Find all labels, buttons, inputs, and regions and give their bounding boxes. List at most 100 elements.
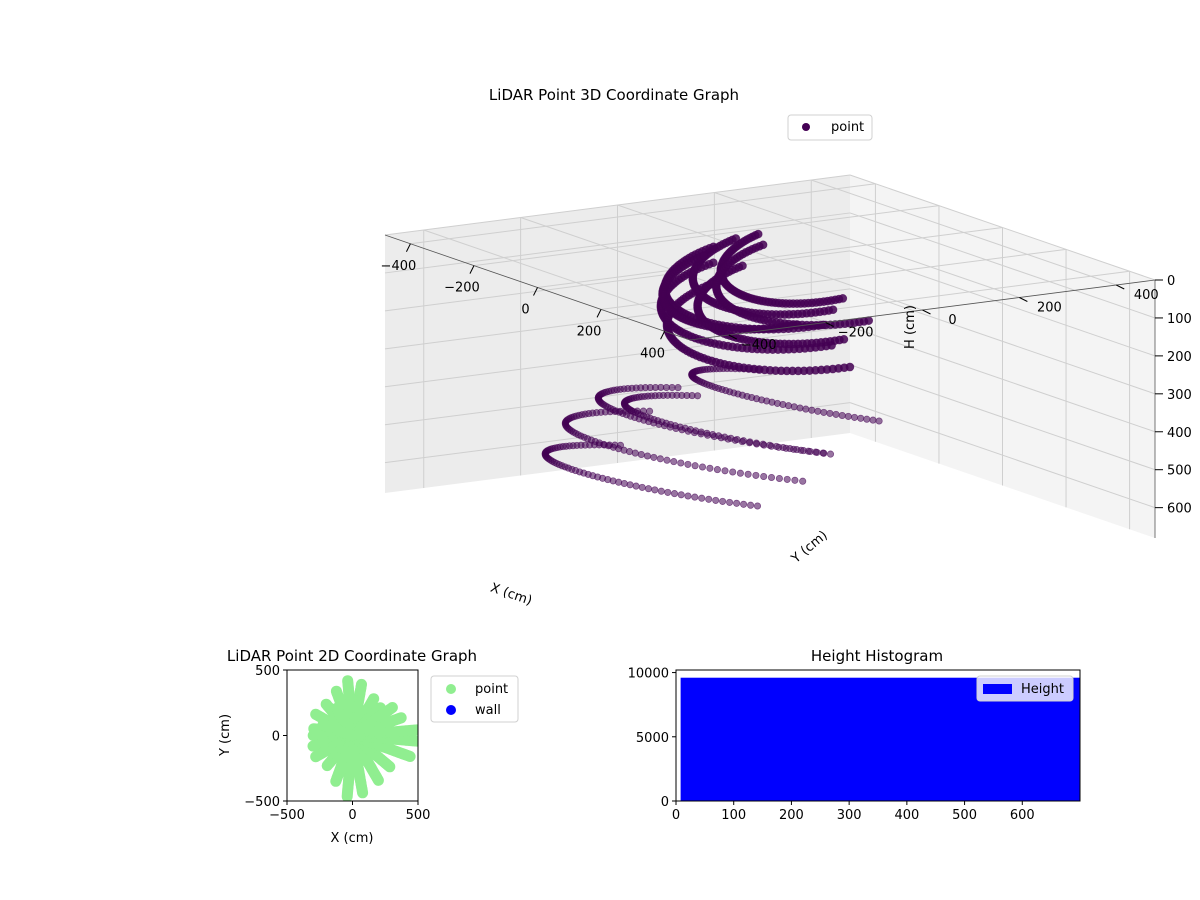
z-tick-label: 300 (1167, 388, 1192, 403)
point-marker (691, 462, 699, 470)
point-marker (697, 430, 705, 438)
grid-z-left (384, 364, 851, 426)
y-tick-label: 10000 (628, 667, 669, 682)
point-marker (620, 479, 628, 488)
point-marker (684, 492, 692, 500)
point-marker (670, 458, 678, 466)
point-marker (832, 410, 840, 418)
x-tick-label: 500 (952, 808, 977, 823)
histogram-frame (675, 669, 1081, 802)
point-marker (395, 712, 407, 724)
chart-2d-title: LiDAR Point 2D Coordinate Graph (227, 647, 477, 665)
x-tick (469, 265, 475, 274)
chart-3d: LiDAR Point 3D Coordinate Graph −400 −200… (381, 86, 1192, 609)
point-marker (644, 485, 653, 493)
point-marker (678, 426, 686, 434)
y-tick-label: 500 (255, 664, 280, 679)
point-marker (724, 435, 732, 443)
point-marker (668, 383, 676, 392)
point-marker (330, 775, 342, 787)
grid-z-back (849, 364, 1156, 471)
point-marker (704, 431, 712, 439)
histogram-ticks: 0 100 200 300 400 500 600 0 5000 10000 (628, 667, 1035, 823)
point-marker (760, 441, 768, 449)
histogram-title: Height Histogram (811, 647, 943, 665)
x-tick (596, 309, 602, 318)
chart-3d-axes: −400 −200 0 200 400 −400 −200 0 200 400 0 100 200 300… (381, 234, 1192, 538)
point-marker (691, 493, 699, 501)
chart-2d-legend: point wall (430, 675, 519, 723)
y-tick-label: 200 (1037, 301, 1062, 316)
y-tick-label: 0 (661, 795, 669, 810)
legend-label-wall: wall (475, 703, 501, 718)
point-marker (783, 475, 791, 483)
z-tick-label: 0 (1167, 274, 1175, 289)
point-marker (672, 424, 680, 433)
chart-3d-xlabel: X (cm) (488, 581, 534, 609)
point-marker (632, 482, 640, 490)
legend-label-height: Height (1021, 682, 1064, 697)
point-marker (819, 449, 827, 457)
point-marker (753, 229, 763, 239)
point-marker (850, 413, 859, 421)
point-marker (694, 392, 702, 400)
legend-marker-height (983, 684, 1012, 694)
point-marker (317, 719, 329, 731)
point-marker (726, 498, 734, 506)
point-marker (651, 486, 659, 494)
legend-label-point: point (475, 682, 508, 697)
chart-2d: LiDAR Point 2D Coordinate Graph −500 0 500… (218, 647, 519, 846)
point-marker (738, 261, 747, 271)
grid-z-back (849, 250, 1156, 357)
point-marker (814, 407, 822, 415)
point-marker (802, 405, 810, 413)
grid-z-back (849, 402, 1156, 509)
z-tick-label: 400 (1167, 426, 1192, 441)
y-tick-label: 0 (272, 730, 280, 745)
point-marker (307, 730, 319, 741)
point-marker (752, 471, 760, 479)
point-marker (657, 487, 665, 495)
point-marker (796, 404, 804, 412)
point-marker (307, 740, 319, 752)
point-marker (869, 416, 877, 424)
legend-marker-wall (446, 705, 456, 715)
chart-3d-title: LiDAR Point 3D Coordinate Graph (489, 86, 739, 104)
point-marker (368, 693, 380, 705)
legend-label-point: point (831, 120, 864, 135)
grid-z-left (384, 402, 851, 464)
point-marker (875, 417, 883, 425)
grid-z-back (849, 212, 1156, 319)
grid-z-back (849, 174, 1156, 281)
grid-z-left (384, 212, 851, 274)
grid-y-floor (714, 192, 1020, 298)
point-marker (747, 501, 755, 509)
point-marker (663, 456, 671, 464)
point-marker (342, 675, 354, 687)
point-marker (790, 445, 798, 453)
histogram-legend: Height (976, 675, 1074, 702)
point-marker (710, 432, 718, 441)
x-tick-label: 200 (779, 808, 804, 823)
point-marker (799, 477, 807, 485)
point-marker (812, 448, 820, 456)
x-tick-label: 600 (1010, 808, 1035, 823)
point-marker (670, 490, 679, 498)
chart-histogram: Height Histogram 0 100 200 300 400 500 600 0 500… (628, 647, 1081, 823)
point-marker (698, 463, 707, 471)
z-tick-label: 500 (1167, 464, 1192, 479)
x-tick-label: 0 (521, 303, 529, 318)
point-marker (666, 423, 674, 431)
point-marker (804, 447, 812, 455)
grid-z-left (384, 326, 851, 388)
point-marker (656, 455, 664, 463)
point-marker (331, 702, 343, 714)
point-marker (690, 429, 699, 437)
x-tick-label: 400 (894, 808, 919, 823)
x-tick-label: −400 (381, 259, 417, 274)
point-marker (767, 442, 775, 450)
point-marker (637, 450, 645, 459)
y-tick-label: −200 (838, 326, 874, 341)
y-tick (1116, 284, 1125, 290)
